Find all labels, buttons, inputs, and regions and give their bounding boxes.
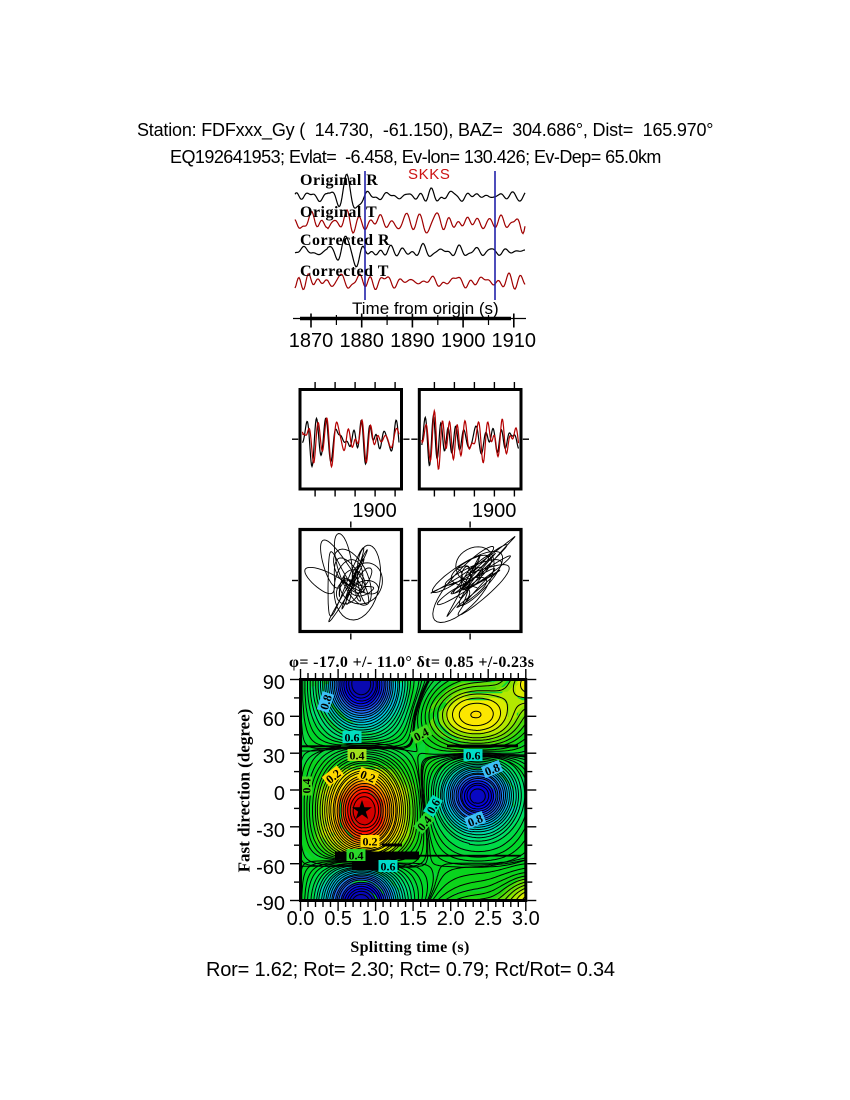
- svg-text:0.2: 0.2: [363, 835, 378, 849]
- svg-text:0.8: 0.8: [317, 693, 335, 712]
- svg-text:0.6: 0.6: [466, 749, 481, 763]
- svg-text:0.4: 0.4: [411, 725, 431, 744]
- svg-text:0.2: 0.2: [358, 767, 377, 786]
- svg-text:0.6: 0.6: [381, 860, 396, 874]
- svg-text:0.6: 0.6: [424, 796, 444, 816]
- svg-text:0.4: 0.4: [300, 779, 314, 794]
- svg-text:0.8: 0.8: [466, 811, 485, 830]
- svg-text:0.8: 0.8: [483, 760, 502, 779]
- svg-text:0.4: 0.4: [350, 749, 365, 763]
- svg-text:0.4: 0.4: [349, 849, 364, 863]
- svg-text:0.6: 0.6: [345, 731, 360, 745]
